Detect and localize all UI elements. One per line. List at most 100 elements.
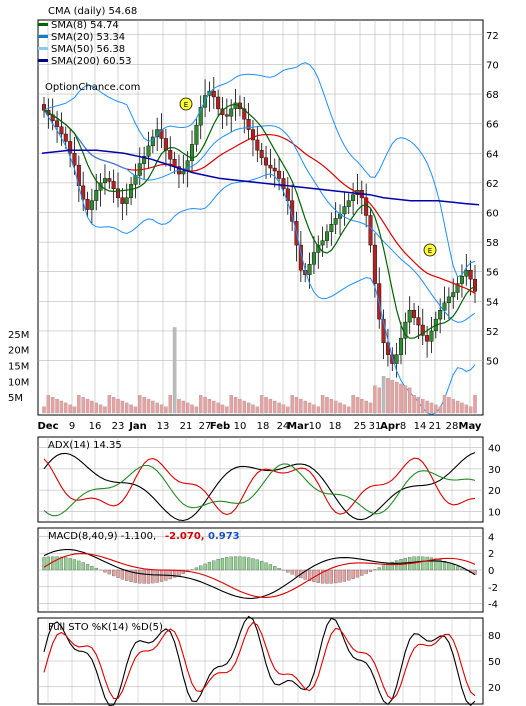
macd-histogram-bar [242, 556, 246, 571]
date-tick-label: 21 [180, 421, 193, 432]
macd-histogram-bar [216, 559, 220, 571]
volume-bar [151, 400, 155, 414]
candle-body [281, 178, 286, 190]
date-tick-label: 10 [309, 421, 322, 432]
legend-swatch [38, 47, 48, 50]
candle-body [194, 124, 199, 145]
candle-body [264, 157, 269, 166]
volume-bar [272, 400, 277, 414]
macd-histogram-bar [72, 559, 77, 571]
candle-body [198, 107, 203, 126]
candle-body [185, 160, 190, 172]
price-tick-label: 52 [486, 327, 499, 338]
macd-histogram-bar [112, 569, 116, 577]
candle-body [216, 96, 221, 110]
macd-histogram-bar [194, 567, 199, 571]
adx-label: ADX(14) 14.35 [48, 440, 122, 451]
price-tick-label: 70 [486, 60, 499, 71]
date-tick-label: 25 [354, 421, 367, 432]
volume-bar [373, 385, 377, 414]
price-frame [37, 19, 484, 416]
volume-bar [394, 381, 399, 414]
date-tick-label: Dec [37, 421, 58, 432]
signal-marker-label: E [428, 247, 432, 255]
volume-bar [216, 402, 220, 414]
macd-histogram-bar [460, 568, 464, 571]
price-tick-label: 68 [486, 90, 499, 101]
volume-bar [403, 385, 408, 414]
macd-tick-label: 4 [488, 532, 494, 543]
date-tick-label: 10 [234, 421, 247, 432]
candle-body [425, 335, 430, 342]
bollinger-upper [43, 62, 476, 278]
macd-histogram-bar [225, 557, 229, 571]
volume-bar [124, 402, 129, 414]
macd-histogram-bar [81, 562, 85, 571]
candle-body [333, 218, 338, 225]
legend-swatch [38, 35, 48, 38]
macd-tick-label: -4 [488, 600, 498, 611]
candle-body [190, 144, 195, 161]
volume-bar [386, 378, 390, 414]
volume-bar [72, 406, 77, 414]
candle-body [211, 90, 216, 98]
sma200-line [41, 149, 480, 206]
legend-swatch [38, 23, 48, 26]
price-tick-label: 64 [486, 149, 499, 160]
macd-histogram-bar [55, 556, 59, 571]
volume-bar [233, 397, 238, 414]
candle-body [329, 224, 334, 232]
candle-body [129, 184, 134, 198]
macd-histogram-bar [307, 569, 312, 581]
macd-histogram-bar [251, 558, 255, 571]
candle-body [429, 330, 434, 342]
sto-tick-label: 20 [488, 683, 501, 694]
macd-histogram-bar [64, 557, 68, 571]
macd-histogram-bar [59, 556, 64, 571]
volume-tick-label: 15M [8, 362, 29, 373]
macd-histogram-bar [390, 561, 394, 571]
candle-body [246, 119, 251, 130]
candle-body [285, 188, 290, 201]
candle-body [473, 278, 478, 292]
candle-body [229, 108, 234, 117]
macd-histogram-bar [212, 560, 216, 571]
candle-body [124, 197, 129, 204]
volume-bar [277, 402, 281, 414]
date-tick-label: 18 [329, 421, 342, 432]
volume-bar [447, 397, 451, 414]
sto-tick-label: 50 [488, 657, 501, 668]
candle-body [150, 136, 155, 147]
macd-histogram-bar [138, 569, 142, 584]
volume-bar [329, 398, 334, 414]
volume-bar [177, 398, 181, 414]
candle-body [55, 120, 60, 127]
macd-histogram-bar [277, 568, 281, 571]
macd-histogram-bar [103, 569, 107, 573]
volume-bar [42, 406, 46, 414]
macd-histogram-bar [355, 569, 360, 578]
volume-bar [212, 400, 216, 414]
volume-bar [155, 402, 159, 414]
macd-histogram-bar [229, 556, 233, 571]
volume-bar [338, 402, 342, 414]
volume-bar [360, 398, 364, 414]
volume-bar [307, 402, 312, 414]
candle-body [307, 264, 312, 275]
volume-bar [364, 400, 368, 414]
macd-histogram-bar [303, 569, 307, 580]
macd-histogram-bar [273, 566, 277, 571]
volume-bar [190, 404, 194, 414]
candle-body [464, 270, 469, 277]
macd-value: -2.070, [165, 531, 205, 542]
volume-bar [429, 402, 434, 414]
price-tick-label: 54 [486, 297, 499, 308]
macd-histogram-bar [377, 567, 381, 571]
volume-bar [77, 395, 81, 414]
volume-bar [246, 402, 251, 414]
candle-body [446, 296, 451, 304]
volume-bar [425, 400, 429, 414]
date-tick-label: May [459, 421, 482, 432]
volume-bar [198, 395, 203, 414]
